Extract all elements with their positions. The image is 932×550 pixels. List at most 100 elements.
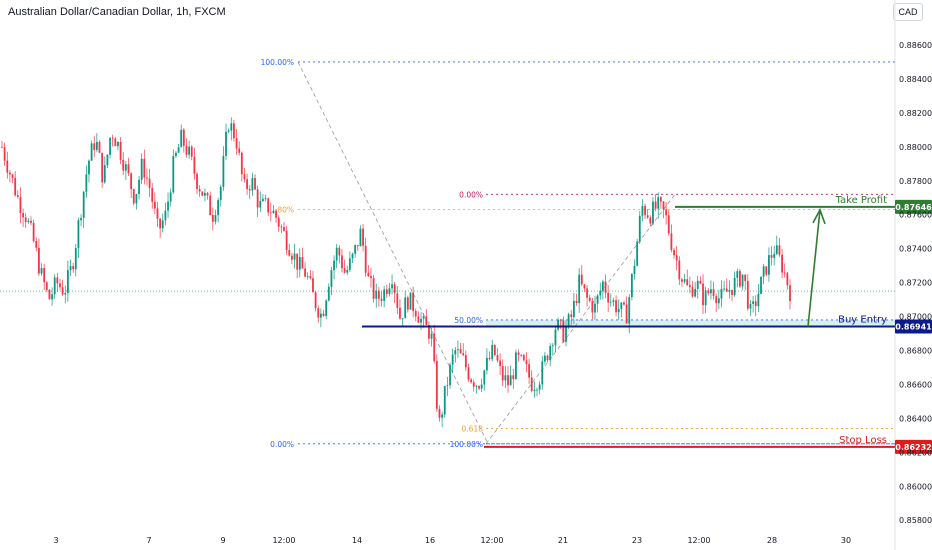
candle-body <box>509 375 512 386</box>
candle-body <box>3 147 6 161</box>
x-tick-label: 16 <box>425 536 435 545</box>
candle-body <box>90 143 93 161</box>
candle-body <box>283 226 285 231</box>
candle-body <box>544 355 546 362</box>
x-tick-label: 23 <box>632 536 642 545</box>
fib-zone <box>486 319 895 327</box>
candle-body <box>736 271 739 278</box>
candle-body <box>401 318 404 319</box>
candle-body <box>251 178 254 191</box>
candle-body <box>240 152 243 175</box>
candle-body <box>446 385 449 387</box>
candle-body <box>731 289 733 295</box>
candle-body <box>765 266 768 275</box>
candle-body <box>362 228 364 246</box>
level-label: Buy Entry <box>838 315 887 326</box>
candle-body <box>230 123 233 131</box>
candle-body <box>301 256 304 269</box>
x-tick-label: 12:00 <box>480 536 503 545</box>
candle-body <box>1 146 3 148</box>
candle-body <box>557 319 559 330</box>
candle-body <box>625 304 628 324</box>
candle-body <box>654 201 657 209</box>
candle-body <box>702 283 704 306</box>
candle-body <box>209 195 212 216</box>
candle-body <box>720 288 723 299</box>
candle-body <box>309 276 312 279</box>
candle-body <box>472 382 475 387</box>
candle-body <box>667 215 670 234</box>
candle-body <box>528 364 530 378</box>
candle-body <box>388 288 391 295</box>
y-tick-label: 0.85800 <box>899 516 932 525</box>
candle-body <box>204 192 206 196</box>
candle-body <box>9 172 11 175</box>
candle-body <box>177 147 180 153</box>
target-arrow-head <box>812 207 826 225</box>
candle-body <box>612 300 615 302</box>
candle-body <box>317 308 320 318</box>
candle-body <box>304 268 306 277</box>
candle-body <box>454 350 457 355</box>
level-price-tag-text: 0.87646 <box>895 203 932 212</box>
candle-body <box>98 141 101 153</box>
candle-body <box>715 296 718 304</box>
candle-body <box>267 198 270 213</box>
candle-body <box>122 159 125 171</box>
candle-body <box>536 389 538 391</box>
candle-body <box>296 253 299 270</box>
candle-body <box>422 316 425 319</box>
candle-body <box>341 255 343 269</box>
candle-body <box>285 230 288 251</box>
candle-body <box>132 189 135 204</box>
candle-body <box>789 285 791 302</box>
candle-body <box>433 333 436 362</box>
candle-body <box>259 201 262 208</box>
candle-body <box>140 158 143 180</box>
candle-body <box>196 173 198 190</box>
candle-body <box>762 266 765 277</box>
x-tick-label: 21 <box>558 536 568 545</box>
candle-body <box>430 333 433 339</box>
candle-body <box>143 158 146 178</box>
currency-button[interactable]: CAD <box>893 3 923 21</box>
candle-body <box>596 295 599 304</box>
candle-body <box>694 288 697 297</box>
candle-body <box>396 293 399 308</box>
candle-body <box>717 298 720 304</box>
candle-body <box>256 189 259 208</box>
candle-body <box>319 313 322 318</box>
candle-body <box>227 130 230 132</box>
candle-body <box>243 174 246 180</box>
candle-body <box>225 131 227 156</box>
candle-body <box>499 360 502 367</box>
candle-body <box>520 354 523 356</box>
candle-body <box>188 146 191 155</box>
level-price-tag-text: 0.86232 <box>895 443 931 452</box>
candle-body <box>233 123 235 139</box>
candle-body <box>74 248 77 270</box>
candle-body <box>786 272 789 286</box>
candle-body <box>449 364 451 386</box>
candle-body <box>82 191 85 218</box>
candle-body <box>19 196 22 214</box>
candle-body <box>615 300 617 313</box>
candle-body <box>348 258 351 270</box>
fib-label: 100.00% <box>450 440 483 449</box>
candle-body <box>312 278 314 293</box>
candle-body <box>264 198 267 200</box>
level-price-tag <box>895 199 932 214</box>
y-tick-label: 0.88600 <box>899 41 932 50</box>
candle-body <box>462 353 465 356</box>
candle-body <box>752 301 755 304</box>
candle-body <box>467 367 470 380</box>
candle-body <box>620 302 623 310</box>
candle-body <box>61 287 64 295</box>
candle-body <box>93 143 96 150</box>
candle-body <box>88 160 90 175</box>
candle-body <box>172 156 175 193</box>
candle-body <box>417 316 420 323</box>
candle-body <box>193 156 196 174</box>
level-price-tag-text: 0.86941 <box>895 323 932 332</box>
